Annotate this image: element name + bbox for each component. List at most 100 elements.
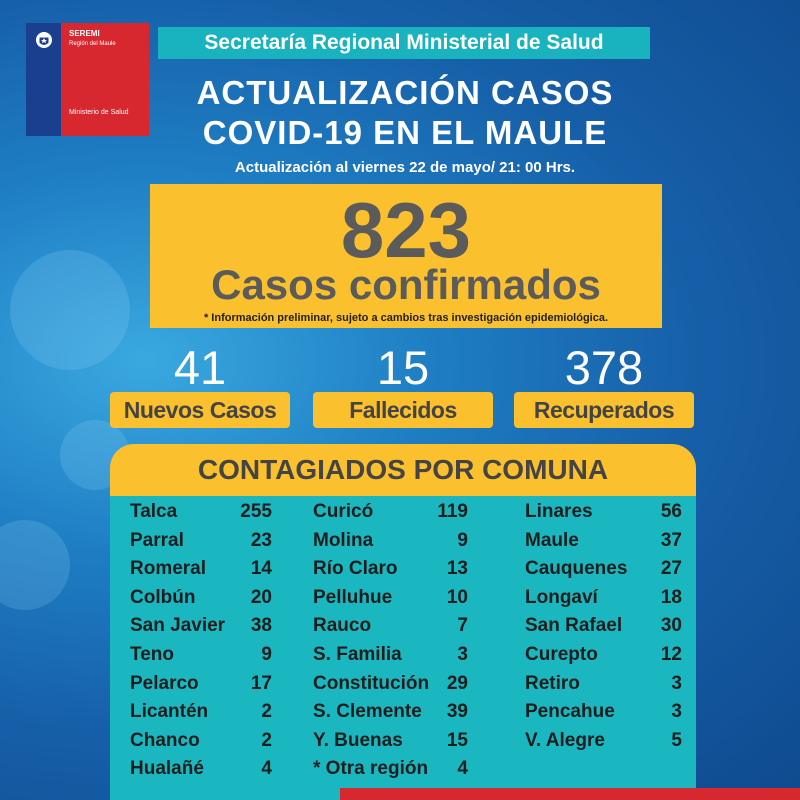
- table-row: Teno 9: [110, 641, 696, 669]
- footer-red-stripe: [340, 788, 800, 800]
- recovered-label: Recuperados: [514, 392, 694, 428]
- commune-cases: 255: [240, 501, 272, 522]
- commune-name: Talca: [130, 501, 178, 522]
- commune-cases: 38: [250, 615, 272, 637]
- commune-cases: 10: [446, 586, 468, 608]
- table-row: V. Alegre 5: [110, 727, 696, 755]
- commune-cases: 3: [671, 701, 682, 723]
- commune-cases: 12: [660, 644, 682, 665]
- deaths-number: 15: [376, 341, 430, 394]
- commune-cases: 39: [446, 701, 468, 723]
- commune-cases: 20: [250, 586, 272, 608]
- table-row: Rauco 7: [110, 612, 696, 640]
- commune-cases: 56: [660, 501, 682, 522]
- table-row: Colbún 20: [110, 584, 696, 612]
- commune-name: Molina: [313, 529, 374, 551]
- table-row: Talca 255: [110, 498, 696, 526]
- commune-name: Curicó: [313, 501, 374, 522]
- commune-name: Maule: [525, 529, 579, 551]
- commune-cases: 5: [671, 729, 682, 751]
- table-row: Licantén 2: [110, 698, 696, 726]
- bokeh-light: [0, 520, 70, 610]
- commune-cases: 27: [660, 558, 682, 580]
- commune-name: Longaví: [525, 586, 598, 608]
- confirmed-cases-label: Casos confirmados: [211, 261, 601, 308]
- commune-cases: 2: [261, 701, 272, 723]
- commune-name: Curepto: [525, 644, 598, 665]
- commune-cases: 18: [660, 586, 682, 608]
- table-row: Longaví 18: [110, 584, 696, 612]
- deaths-label: Fallecidos: [313, 392, 493, 428]
- commune-name: Constitución: [313, 672, 430, 694]
- commune-name: V. Alegre: [525, 729, 605, 751]
- commune-cases: 37: [660, 529, 682, 551]
- commune-cases: 3: [671, 672, 682, 694]
- commune-name: Cauquenes: [525, 558, 628, 580]
- logo-ministry-text: Ministerio de Salud: [69, 109, 129, 116]
- confirmed-cases-box: 823 Casos confirmados * Información prel…: [150, 184, 662, 328]
- table-row: Linares 56: [110, 498, 696, 526]
- table-row: Molina 9: [110, 527, 696, 555]
- recovered-number: 378: [564, 341, 644, 394]
- table-row: * Otra región 4: [110, 755, 696, 783]
- table-row: Parral 23: [110, 527, 696, 555]
- commune-cases: 30: [660, 615, 682, 637]
- commune-cases: 4: [457, 758, 468, 780]
- commune-cases: 2: [261, 729, 272, 751]
- commune-name: Chanco: [130, 729, 200, 751]
- commune-cases: 4: [261, 758, 272, 780]
- commune-name: Colbún: [130, 586, 196, 608]
- seremi-logo: SEREMI Región del Maule Ministerio de Sa…: [26, 23, 149, 136]
- commune-name: San Rafael: [525, 615, 623, 637]
- commune-name: S. Clemente: [313, 701, 422, 723]
- commune-cases: 23: [250, 529, 272, 551]
- table-row: Pelluhue 10: [110, 584, 696, 612]
- commune-name: * Otra región: [313, 758, 429, 780]
- table-row: Retiro 3: [110, 670, 696, 698]
- commune-cases: 3: [457, 644, 468, 665]
- table-row: San Javier 38: [110, 612, 696, 640]
- commune-name: Linares: [525, 501, 593, 522]
- logo-blue-band: [26, 23, 61, 136]
- table-row: S. Familia 3: [110, 641, 696, 669]
- logo-region-text: Región del Maule: [69, 41, 116, 47]
- table-row: Hualañé 4: [110, 755, 696, 783]
- commune-name: Pencahue: [525, 701, 615, 723]
- commune-cases: 29: [446, 672, 468, 694]
- cases-by-commune-table: CONTAGIADOS POR COMUNA Talca 255 Parral 23 R…: [110, 444, 696, 800]
- commune-cases: 119: [437, 501, 468, 522]
- new-cases-number: 41: [173, 341, 227, 394]
- commune-cases: 9: [261, 644, 272, 665]
- table-row: Pencahue 3: [110, 698, 696, 726]
- table-row: Chanco 2: [110, 727, 696, 755]
- commune-name: Pelluhue: [313, 586, 393, 608]
- commune-cases: 9: [457, 529, 468, 551]
- commune-cases: 15: [446, 729, 468, 751]
- confirmed-cases-number: 823: [340, 186, 472, 274]
- commune-name: Rauco: [313, 615, 372, 637]
- commune-name: Hualañé: [130, 758, 204, 780]
- commune-name: Pelarco: [130, 672, 199, 694]
- table-body: Talca 255 Parral 23 Romeral 14 Colbún 20 San Jav…: [110, 496, 696, 800]
- commune-name: Retiro: [525, 672, 580, 694]
- commune-name: S. Familia: [313, 644, 402, 665]
- table-row: Romeral 14: [110, 555, 696, 583]
- commune-name: Parral: [130, 529, 184, 551]
- bokeh-light: [10, 250, 130, 370]
- table-row: Río Claro 13: [110, 555, 696, 583]
- table-row: Y. Buenas 15: [110, 727, 696, 755]
- new-cases-label: Nuevos Casos: [110, 392, 290, 428]
- table-row: Pelarco 17: [110, 670, 696, 698]
- commune-cases: 14: [250, 558, 272, 580]
- commune-cases: 7: [457, 615, 468, 637]
- table-row: S. Clemente 39: [110, 698, 696, 726]
- preliminary-note: * Información preliminar, sujeto a cambi…: [203, 312, 609, 324]
- ministry-banner: Secretaría Regional Ministerial de Salud: [158, 27, 650, 59]
- commune-cases: 13: [446, 558, 468, 580]
- commune-name: Romeral: [130, 558, 207, 580]
- commune-cases: 17: [250, 672, 272, 694]
- commune-name: San Javier: [130, 615, 226, 637]
- table-row: Curepto 12: [110, 641, 696, 669]
- commune-name: Teno: [130, 644, 174, 665]
- table-row: San Rafael 30: [110, 612, 696, 640]
